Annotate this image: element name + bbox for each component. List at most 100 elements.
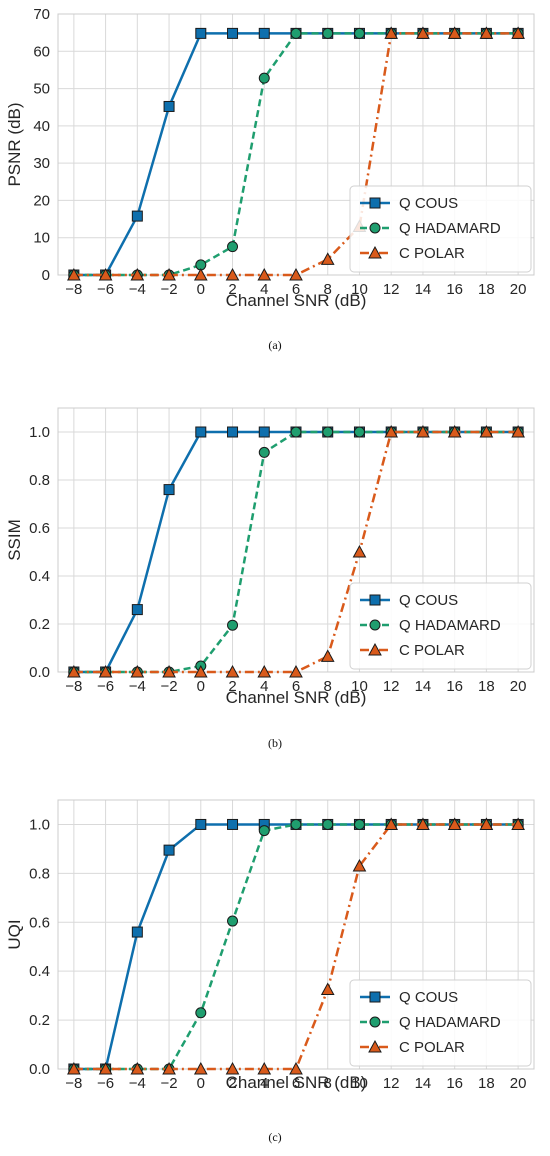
- y-tick-label: 1.0: [29, 424, 50, 441]
- x-tick-label: 6: [292, 678, 300, 695]
- x-tick-label: 2: [228, 281, 236, 298]
- legend-marker: [369, 619, 381, 631]
- data-point: [130, 664, 145, 678]
- x-tick-label: 16: [446, 678, 463, 695]
- x-tick-label: 14: [415, 678, 432, 695]
- x-tick-label: 6: [292, 1075, 300, 1092]
- x-tick-label: 10: [351, 678, 368, 695]
- data-point: [163, 484, 175, 496]
- x-tick-label: 20: [510, 281, 527, 298]
- x-tick-label: 12: [383, 1075, 400, 1092]
- data-point: [162, 1061, 176, 1075]
- x-tick-label: 4: [260, 1075, 268, 1092]
- y-axis-label: UQI: [5, 919, 24, 949]
- data-point: [511, 424, 525, 438]
- y-tick-label: 0.6: [29, 914, 50, 931]
- data-point: [67, 267, 81, 281]
- data-point: [384, 817, 399, 830]
- data-point: [479, 26, 494, 39]
- legend-marker: [368, 642, 382, 656]
- legend-box: [349, 582, 532, 670]
- x-tick-label: 12: [383, 678, 400, 695]
- x-tick-label: −6: [97, 281, 114, 298]
- data-point: [163, 100, 175, 112]
- figure-caption: (c): [268, 1130, 281, 1144]
- data-point: [257, 1061, 272, 1075]
- data-point: [320, 252, 335, 265]
- data-point: [322, 426, 334, 438]
- legend-box: [349, 979, 532, 1067]
- x-tick-label: 8: [324, 678, 332, 695]
- legend-box: [349, 185, 532, 273]
- x-tick-label: −4: [129, 1075, 146, 1092]
- data-point: [130, 267, 145, 281]
- data-point: [416, 817, 430, 830]
- data-point: [289, 1061, 303, 1075]
- x-tick-label: 2: [228, 1075, 236, 1092]
- series-triangle: [67, 817, 525, 1075]
- data-point: [353, 27, 365, 39]
- x-tick-label: 18: [478, 1075, 495, 1092]
- legend-label: C POLAR: [399, 1039, 465, 1056]
- x-tick-label: 0: [197, 1075, 205, 1092]
- data-point: [227, 426, 239, 438]
- x-tick-label: 16: [446, 281, 463, 298]
- data-point: [193, 664, 208, 678]
- x-tick-label: −4: [129, 678, 146, 695]
- x-tick-label: 18: [478, 281, 495, 298]
- data-point: [257, 267, 272, 281]
- y-tick-label: 0.8: [29, 472, 50, 489]
- data-point: [511, 26, 525, 39]
- data-point: [225, 1061, 240, 1075]
- x-tick-label: 20: [510, 1075, 527, 1092]
- legend: Q COUS Q HADAMARD C POLAR: [349, 979, 532, 1067]
- data-point: [258, 426, 270, 438]
- data-point: [195, 818, 207, 830]
- data-point: [447, 26, 462, 39]
- x-tick-label: −2: [161, 281, 178, 298]
- y-tick-label: 30: [33, 155, 50, 172]
- data-point: [320, 982, 335, 996]
- y-tick-label: 0.8: [29, 865, 50, 882]
- data-point: [258, 27, 270, 39]
- data-point: [479, 817, 494, 830]
- y-tick-label: 0.4: [29, 568, 50, 585]
- legend-label: C POLAR: [399, 642, 465, 659]
- data-point: [225, 267, 240, 281]
- data-point: [195, 426, 207, 438]
- chart-panel-2: −8 −6 −4 −2 0 2 4 6 8 10 12 14 16 18 20 0.0 0.2 0.4 0.6 0.8…: [5, 799, 535, 1144]
- data-point: [227, 241, 239, 253]
- data-point: [227, 27, 239, 39]
- data-point: [353, 426, 365, 438]
- x-tick-label: −8: [65, 281, 82, 298]
- data-point: [322, 818, 334, 830]
- data-point: [67, 1061, 81, 1075]
- legend-marker: [369, 991, 381, 1003]
- data-point: [98, 664, 113, 678]
- y-tick-label: 0.2: [29, 616, 50, 633]
- data-point: [322, 27, 334, 39]
- x-tick-label: 16: [446, 1075, 463, 1092]
- legend-label: Q COUS: [399, 195, 458, 212]
- y-tick-label: 0.0: [29, 1061, 50, 1078]
- x-tick-label: −2: [161, 1075, 178, 1092]
- data-point: [290, 818, 302, 830]
- x-tick-label: −8: [65, 678, 82, 695]
- data-point: [162, 267, 176, 281]
- y-tick-label: 40: [33, 118, 50, 135]
- chart-panel-1: −8 −6 −4 −2 0 2 4 6 8 10 12 14 16 18 20 0.0 0.2 0.4 0.6 0.8…: [5, 407, 535, 750]
- legend-marker: [369, 222, 381, 234]
- y-tick-label: 70: [33, 6, 50, 23]
- data-point: [195, 27, 207, 39]
- y-tick-label: 1.0: [29, 816, 50, 833]
- data-point: [193, 1061, 208, 1075]
- y-tick-label: 0.0: [29, 664, 50, 681]
- x-tick-label: −8: [65, 1075, 82, 1092]
- series-triangle: [67, 26, 525, 281]
- legend-label: Q COUS: [399, 989, 458, 1006]
- y-tick-label: 50: [33, 81, 50, 98]
- data-point: [511, 817, 525, 830]
- y-tick-label: 20: [33, 192, 50, 209]
- data-point: [479, 424, 494, 438]
